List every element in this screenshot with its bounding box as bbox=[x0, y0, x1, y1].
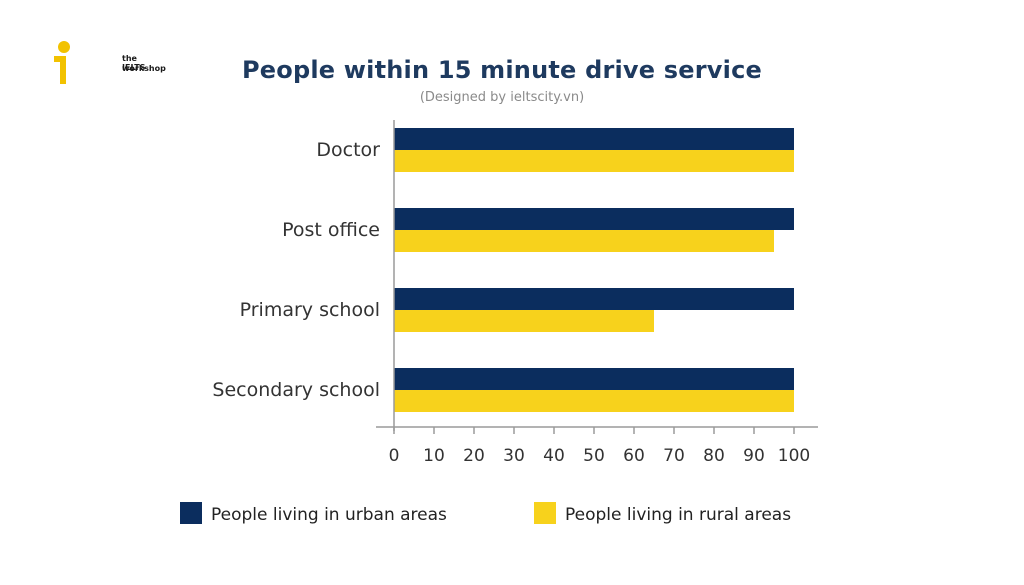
bar-post-office-rural bbox=[394, 230, 774, 252]
x-tick-label-70: 70 bbox=[663, 446, 685, 466]
brand-logo: the IELTS workshop bbox=[50, 40, 166, 86]
category-label-primary-school: Primary school bbox=[240, 299, 380, 321]
bar-doctor-urban bbox=[394, 128, 794, 150]
bar-post-office-urban bbox=[394, 208, 794, 230]
chart-title: People within 15 minute drive service bbox=[242, 56, 762, 84]
chart-subtitle: (Designed by ieltscity.vn) bbox=[419, 90, 585, 105]
ielts-i-icon bbox=[54, 41, 70, 84]
logo-line-2: workshop bbox=[122, 64, 166, 73]
bar-primary-school-urban bbox=[394, 288, 794, 310]
legend-swatch-rural bbox=[534, 502, 556, 524]
bar-doctor-rural bbox=[394, 150, 794, 172]
legend-label-rural: People living in rural areas bbox=[565, 505, 791, 525]
legend-swatch-urban bbox=[180, 502, 202, 524]
x-tick-label-0: 0 bbox=[389, 446, 400, 466]
bar-secondary-school-urban bbox=[394, 368, 794, 390]
bar-primary-school-rural bbox=[394, 310, 654, 332]
x-tick-label-10: 10 bbox=[423, 446, 445, 466]
x-tick-label-30: 30 bbox=[503, 446, 525, 466]
x-tick-label-20: 20 bbox=[463, 446, 485, 466]
bar-secondary-school-rural bbox=[394, 390, 794, 412]
category-label-doctor: Doctor bbox=[316, 139, 380, 161]
logo-line-1: the IELTS bbox=[122, 54, 146, 72]
x-tick-label-50: 50 bbox=[583, 446, 605, 466]
x-tick-label-80: 80 bbox=[703, 446, 725, 466]
x-tick-label-40: 40 bbox=[543, 446, 565, 466]
category-label-post-office: Post office bbox=[282, 219, 380, 241]
x-tick-label-90: 90 bbox=[743, 446, 765, 466]
x-tick-label-60: 60 bbox=[623, 446, 645, 466]
category-label-secondary-school: Secondary school bbox=[212, 379, 380, 401]
x-tick-label-100: 100 bbox=[778, 446, 810, 466]
legend-label-urban: People living in urban areas bbox=[211, 505, 447, 525]
